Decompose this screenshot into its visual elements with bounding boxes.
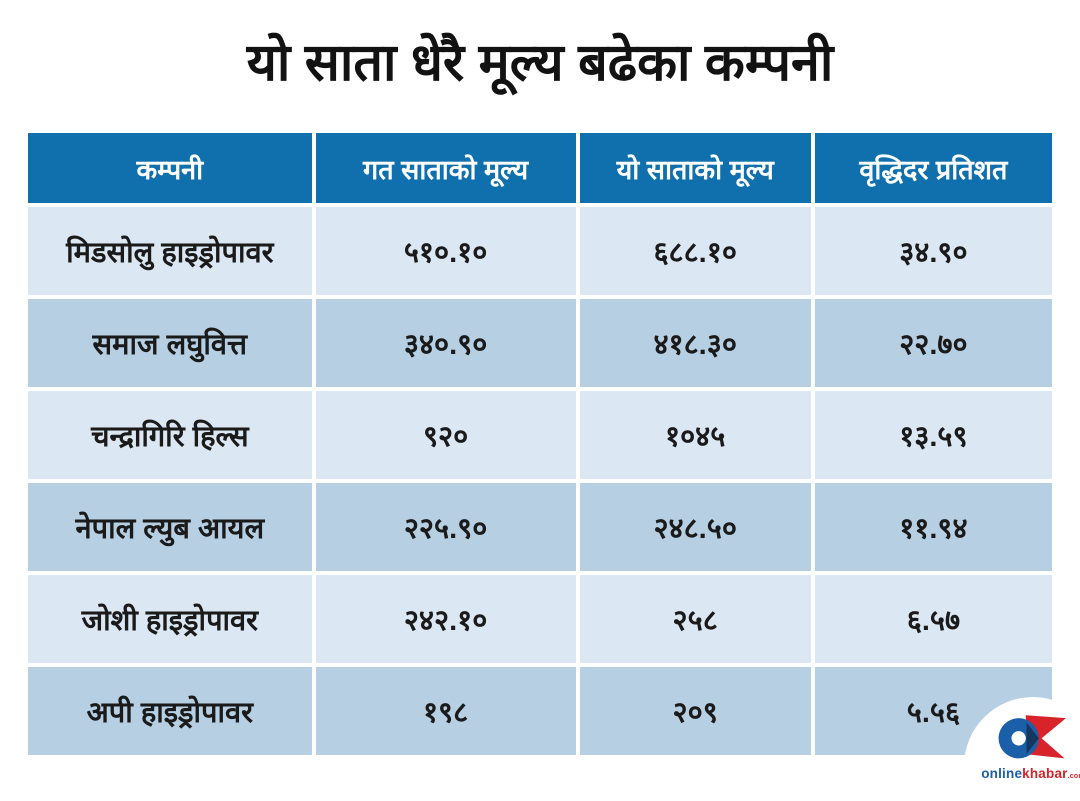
- logo-text-online: online: [981, 766, 1023, 781]
- header-cell-growth-percent: वृद्धिदर प्रतिशत: [814, 133, 1052, 203]
- table-cell-company: नेपाल ल्युब आयल: [28, 483, 312, 571]
- table-cell-last-week: १९८: [315, 667, 576, 755]
- table-cell-this-week: ४१८.३०: [579, 299, 811, 387]
- table-cell-company: समाज लघुवित्त: [28, 299, 312, 387]
- table-cell-company: मिडसोलु हाइड्रोपावर: [28, 207, 312, 295]
- ok-logo-icon: [998, 715, 1067, 759]
- table-cell-company: जोशी हाइड्रोपावर: [28, 575, 312, 663]
- table-cell-company: अपी हाइड्रोपावर: [28, 667, 312, 755]
- table-cell-last-week: २२५.९०: [315, 483, 576, 571]
- table-cell-growth: २२.७०: [814, 299, 1052, 387]
- logo-wordmark: onlinekhabar.com: [981, 767, 1080, 781]
- table-cell-growth: ११.९४: [814, 483, 1052, 571]
- header-cell-this-week-price: यो साताको मूल्य: [579, 133, 811, 203]
- logo-text-com: .com: [1067, 773, 1080, 780]
- table-cell-last-week: ३४०.९०: [315, 299, 576, 387]
- table-cell-this-week: २४८.५०: [579, 483, 811, 571]
- price-table: कम्पनी गत साताको मूल्य यो साताको मूल्य व…: [28, 133, 1052, 755]
- table-cell-growth: ३४.९०: [814, 207, 1052, 295]
- table-cell-growth: ६.५७: [814, 575, 1052, 663]
- table-cell-this-week: २५८: [579, 575, 811, 663]
- table-cell-last-week: २४२.१०: [315, 575, 576, 663]
- table-cell-company: चन्द्रागिरि हिल्स: [28, 391, 312, 479]
- page-title: यो साता धेरै मूल्य बढेका कम्पनी: [246, 34, 834, 92]
- table-cell-this-week: ६८८.१०: [579, 207, 811, 295]
- table-cell-this-week: १०४५: [579, 391, 811, 479]
- logo-text-khabar: khabar: [1022, 766, 1068, 781]
- header-cell-company: कम्पनी: [28, 133, 312, 203]
- table-cell-last-week: ९२०: [315, 391, 576, 479]
- table-cell-growth: १३.५९: [814, 391, 1052, 479]
- table-cell-this-week: २०९: [579, 667, 811, 755]
- header-cell-last-week-price: गत साताको मूल्य: [315, 133, 576, 203]
- table-cell-last-week: ५१०.१०: [315, 207, 576, 295]
